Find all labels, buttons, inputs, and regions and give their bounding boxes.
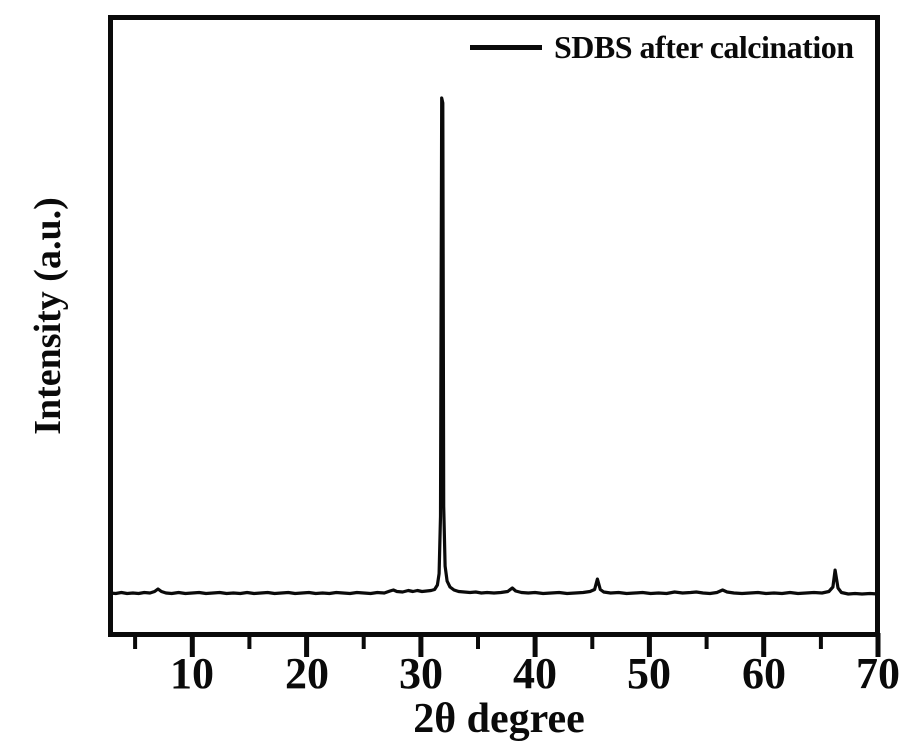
xrd-trace [109,96,879,596]
legend-label: SDBS after calcination [554,28,854,65]
legend-line-sample [470,44,542,50]
legend: SDBS after calcination [470,28,854,66]
x-tick-label-20: 20 [285,649,329,698]
x-tick-label-30: 30 [399,649,443,698]
x-tick-label-40: 40 [513,649,557,698]
x-tick-label-50: 50 [627,649,671,698]
y-axis-label: Intensity (a.u.) [27,197,69,435]
x-axis-label: 2θ degree [413,696,585,742]
plot-frame [108,15,880,637]
x-tick-label-70: 70 [856,649,900,698]
x-tick-label-60: 60 [742,649,786,698]
x-tick-label-10: 10 [170,649,214,698]
